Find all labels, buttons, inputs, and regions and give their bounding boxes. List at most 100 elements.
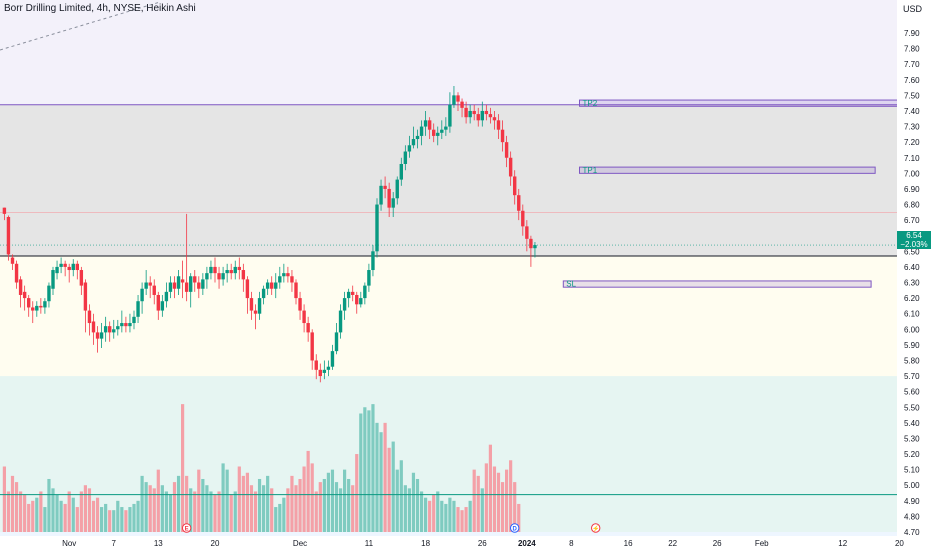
candle-body <box>533 245 537 249</box>
volume-bar <box>100 507 104 532</box>
volume-bar <box>464 507 468 532</box>
candle-body <box>359 298 363 305</box>
volume-bar <box>347 478 351 532</box>
volume-bar <box>492 466 497 532</box>
candle-body <box>79 270 84 286</box>
annotation-box <box>562 280 872 288</box>
volume-bar <box>27 503 31 532</box>
volume-bar <box>39 491 43 532</box>
volume-bar <box>172 482 177 532</box>
volume-bar <box>480 488 484 532</box>
candle-body <box>306 323 310 333</box>
candle-body <box>322 369 327 373</box>
candle-body <box>367 270 371 286</box>
volume-bar <box>274 507 278 532</box>
y-tick-label: 5.30 <box>904 434 920 443</box>
price-change: −2.03% <box>900 240 928 249</box>
event-marker-layer: E D ⚡ <box>181 523 601 533</box>
volume-bar <box>181 404 185 532</box>
volume-bar <box>120 507 124 532</box>
volume-bar <box>290 475 294 532</box>
y-tick-label: 7.60 <box>904 76 920 85</box>
y-tick-label: 6.40 <box>904 263 920 272</box>
candle-body <box>87 310 92 324</box>
event-marker-icon <box>510 523 520 533</box>
candle-body <box>521 210 525 227</box>
candle-body <box>164 291 169 302</box>
candle-body <box>136 301 140 317</box>
y-tick-label: 7.00 <box>904 169 920 178</box>
candle-body <box>261 288 266 299</box>
candle-body <box>338 310 343 333</box>
volume-bar <box>193 491 197 532</box>
volume-bar <box>2 466 6 532</box>
x-tick-label: 26 <box>478 539 487 548</box>
candle-body <box>436 132 440 136</box>
candle-body <box>83 282 88 311</box>
candle-body <box>464 107 468 118</box>
y-tick-label: 5.70 <box>904 372 920 381</box>
y-tick-label: 4.70 <box>904 528 920 537</box>
candle-body <box>205 273 209 280</box>
x-tick-label: 11 <box>365 539 374 548</box>
x-tick-label: 22 <box>668 539 677 548</box>
volume-bar <box>63 503 67 532</box>
candle-body <box>22 291 27 299</box>
candle-body <box>460 101 464 108</box>
volume-bar <box>136 500 140 532</box>
candle-body <box>375 204 379 252</box>
volume-bar <box>83 485 87 532</box>
volume-bar <box>322 478 326 532</box>
volume-bar <box>436 491 440 532</box>
candle-body <box>124 323 128 327</box>
candle-body <box>99 332 104 339</box>
candle-body <box>213 266 217 274</box>
candle-body <box>517 195 521 211</box>
candle-body <box>440 129 444 133</box>
candle-body <box>27 298 31 308</box>
candle-body <box>176 276 181 289</box>
candle-body <box>67 266 71 271</box>
candle-body <box>371 251 375 271</box>
candle-body <box>233 266 237 274</box>
x-tick-label: 18 <box>421 539 430 548</box>
volume-bar <box>233 491 237 532</box>
volume-bar <box>23 494 27 532</box>
volume-bar <box>91 500 96 532</box>
volume-bar <box>363 407 367 532</box>
zone-layer <box>0 0 897 550</box>
annotation-label: TP2 <box>583 99 598 108</box>
candle-body <box>47 285 51 302</box>
candle-body <box>144 282 148 289</box>
candle-body <box>391 198 395 208</box>
currency-label: USD <box>902 4 922 14</box>
y-tick-label: 5.40 <box>904 419 920 428</box>
y-tick-label: 7.10 <box>904 154 920 163</box>
volume-bar <box>452 500 456 532</box>
candle-body <box>160 301 165 311</box>
candle-body <box>290 276 294 283</box>
candle-body <box>407 145 412 152</box>
volume-bar <box>286 488 290 532</box>
candle-body <box>270 282 274 289</box>
volume-bar <box>59 500 63 532</box>
volume-bar <box>225 469 229 532</box>
volume-bar <box>156 469 160 532</box>
time-axis-bg <box>0 536 897 550</box>
volume-bar <box>262 485 266 532</box>
candle-body <box>201 279 205 289</box>
y-tick-label: 6.30 <box>904 279 920 288</box>
candle-body <box>403 151 408 164</box>
volume-bar <box>298 478 302 532</box>
candle-body <box>504 142 509 158</box>
volume-bar <box>415 478 420 532</box>
volume-bar <box>302 466 306 532</box>
y-tick-label: 6.70 <box>904 216 920 225</box>
candle-body <box>2 207 7 214</box>
volume-bar <box>132 503 136 532</box>
y-tick-label: 6.10 <box>904 310 920 319</box>
candle-body <box>379 185 383 205</box>
candle-body <box>419 126 424 136</box>
candle-body <box>148 282 152 286</box>
